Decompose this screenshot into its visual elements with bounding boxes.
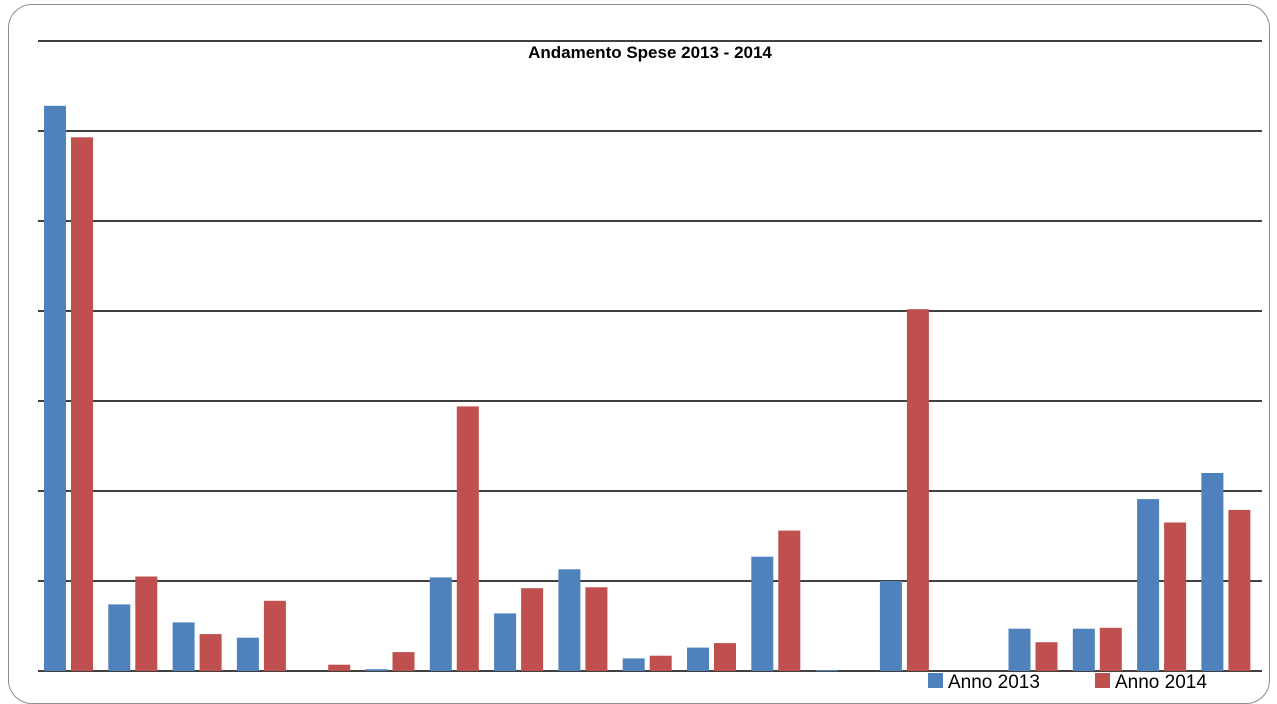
bar-2013-9 <box>558 569 581 671</box>
bar-2013-1 <box>44 105 66 672</box>
gridlines <box>38 40 1262 672</box>
bar-2014-16 <box>1035 642 1058 671</box>
bar-2013-16 <box>1008 628 1031 671</box>
bar-2014-14 <box>906 309 929 671</box>
bar-2014-10 <box>649 655 672 671</box>
legend: Anno 2013 Anno 2014 <box>928 672 1207 693</box>
bar-2013-6 <box>365 669 388 671</box>
legend-swatch-1 <box>928 673 943 688</box>
bar-2013-18 <box>1137 499 1160 671</box>
bar-2013-7 <box>429 577 452 671</box>
bar-2014-1 <box>71 137 93 672</box>
bar-2014-11 <box>714 643 736 671</box>
bar-2013-8 <box>494 613 517 671</box>
bar-2014-9 <box>585 587 608 671</box>
bar-2013-19 <box>1201 473 1224 671</box>
bar-2013-10 <box>622 658 645 671</box>
bar-2013-12 <box>751 556 774 671</box>
bar-2013-13 <box>815 670 838 672</box>
chart-title: Andamento Spese 2013 - 2014 <box>528 43 772 62</box>
bar-2013-17 <box>1072 628 1095 671</box>
bar-2013-3 <box>172 622 195 671</box>
bar-2014-5 <box>328 664 351 671</box>
bar-2014-4 <box>263 600 286 671</box>
bar-2014-2 <box>135 576 158 671</box>
bar-2013-11 <box>687 647 709 671</box>
legend-swatch-2 <box>1095 673 1110 688</box>
bar-2013-14 <box>879 581 902 671</box>
bar-2014-18 <box>1164 522 1187 671</box>
legend-label-2: Anno 2014 <box>1115 672 1207 693</box>
legend-label-1: Anno 2013 <box>948 672 1040 693</box>
chart-frame <box>8 4 1270 704</box>
bar-2014-6 <box>392 652 415 671</box>
bars <box>44 105 1251 672</box>
bar-2014-3 <box>199 634 222 671</box>
bar-2014-12 <box>778 530 801 671</box>
bar-2013-2 <box>108 604 131 671</box>
bar-2014-19 <box>1228 509 1251 671</box>
bar-2013-4 <box>236 637 259 671</box>
bar-2014-7 <box>456 406 479 671</box>
bar-2014-17 <box>1099 627 1122 671</box>
bar-2014-8 <box>521 588 544 671</box>
